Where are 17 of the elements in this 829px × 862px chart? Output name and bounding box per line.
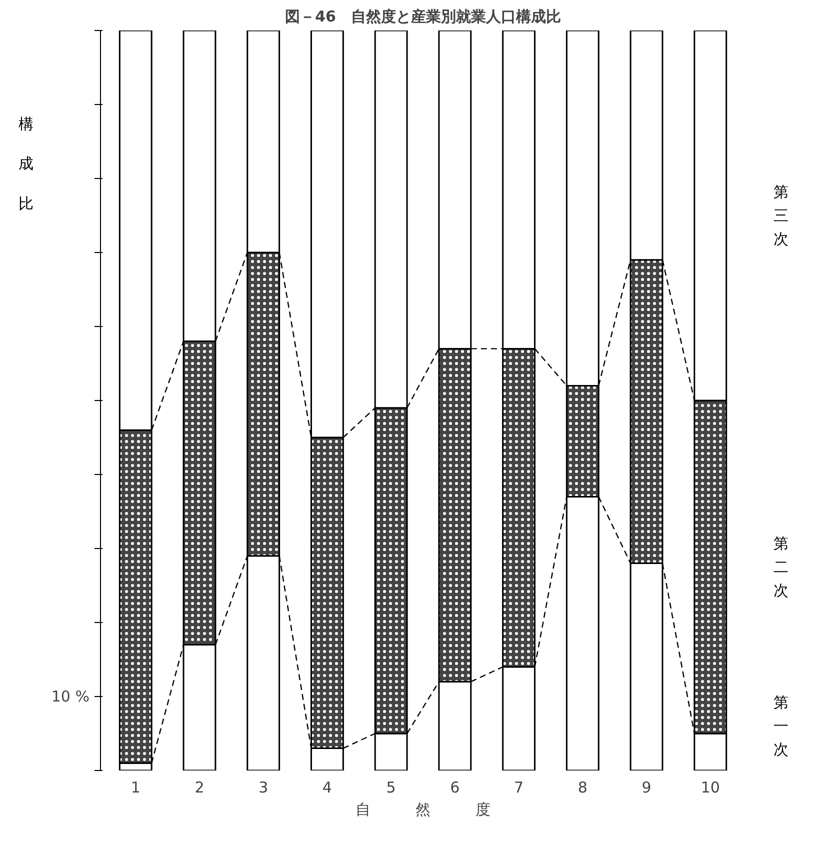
text: 構成比 — [18, 115, 34, 212]
y-tick-label: 10 % — [51, 688, 90, 706]
x-tick-label: 5 — [386, 778, 396, 796]
x-tick-label: 10 — [700, 778, 720, 796]
x-tick-label: 3 — [258, 778, 268, 796]
text: 第三次 — [774, 183, 788, 248]
chart-title: 図－46 自然度と産業別就業人口構成比 — [285, 8, 561, 26]
x-tick-label: 4 — [322, 778, 332, 796]
x-tick-label: 7 — [514, 778, 524, 796]
x-tick-label: 6 — [450, 778, 460, 796]
x-tick-label: 1 — [130, 778, 140, 796]
x-tick-label: 9 — [642, 778, 652, 796]
x-tick-label: 2 — [194, 778, 204, 796]
x-tick-label: 8 — [578, 778, 588, 796]
x-axis-title: 自 然 度 — [356, 800, 490, 818]
text: 第一次 — [774, 694, 788, 758]
text: 第二次 — [774, 534, 788, 600]
